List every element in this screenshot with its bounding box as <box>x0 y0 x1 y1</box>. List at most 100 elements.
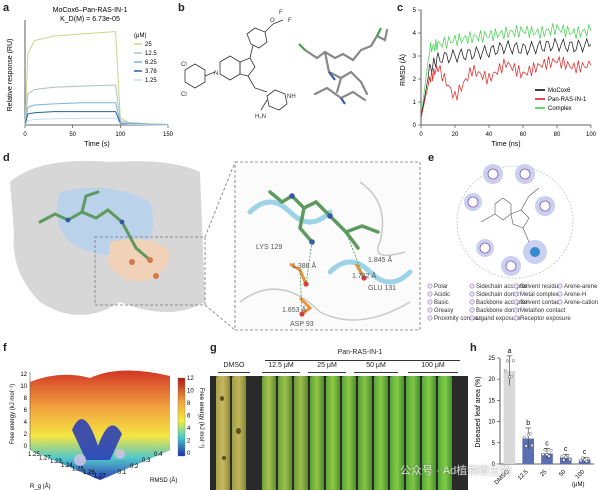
spr-kd: K_D(M) = 6.73e-05 <box>60 16 120 23</box>
free-energy-ztick: 8 <box>24 396 28 402</box>
svg-text:N: N <box>214 71 218 77</box>
rmsd-xtick: 60 <box>520 132 527 138</box>
rmsd-ytick: 1 <box>413 100 417 106</box>
rmsd-legend-entry: Pan-RAS-IN-1 <box>548 97 587 103</box>
rmsd-xtick: 0 <box>419 132 423 138</box>
colorbar-tick: 8 <box>187 401 191 407</box>
panel-label-a: a <box>3 2 10 14</box>
interaction-legend-entry: Arene-cation <box>564 300 598 306</box>
rmsd-series-1 <box>420 55 592 119</box>
interaction-legend-marker <box>513 299 519 305</box>
colorbar-tick: 6 <box>187 414 191 420</box>
significance-letter: c <box>545 440 549 447</box>
svg-text:H₂N: H₂N <box>255 114 266 120</box>
bar-datapoint <box>583 458 587 462</box>
rmsd-axis-tick: 0.4 <box>154 452 163 458</box>
bar-datapoint <box>566 454 570 458</box>
rg-label: R_g (Å) <box>30 483 51 490</box>
group-label-dmso: DMSO <box>223 362 245 369</box>
bar-datapoint <box>545 453 549 457</box>
interaction-legend-entry: Metal complex <box>520 292 559 298</box>
interaction-legend-marker <box>427 299 433 305</box>
rmsd-ytick: 2 <box>413 77 417 83</box>
bar-12.5 <box>522 438 535 464</box>
interaction-legend-entry: Receptor exposure <box>520 316 571 322</box>
bar-ytick: 25 <box>488 356 495 362</box>
bar-datapoint <box>587 457 591 461</box>
bar-datapoint <box>549 448 553 452</box>
spr-legend-entry: 25 <box>145 42 152 48</box>
spr-xtick: 0 <box>23 132 27 138</box>
spr-legend-entry: 1.25 <box>145 78 157 84</box>
rg-tick: 1.27 <box>39 456 51 462</box>
bar-datapoint <box>509 374 513 378</box>
interaction-legend-entry: Solvent contact <box>520 300 561 306</box>
interaction-legend-entry: Greasy <box>434 308 453 314</box>
bar-datapoint <box>511 359 515 363</box>
bar-25 <box>541 453 553 464</box>
bar-unit-label: (μM) <box>572 482 584 488</box>
bar-datapoint <box>530 443 534 447</box>
svg-text:F: F <box>288 18 292 24</box>
panel-label-h: h <box>470 342 477 354</box>
panel-label-c: c <box>397 2 404 14</box>
rmsd-xtick: 20 <box>452 132 459 138</box>
interaction-legend-entry: Arene-H <box>564 292 586 298</box>
bar-category-label: 50 <box>558 469 567 478</box>
rg-tick: 1.26 <box>83 470 95 476</box>
rmsd-axis-tick: 0.1 <box>118 470 127 476</box>
rg-tick: 1.25 <box>72 466 84 472</box>
distance-label-4: 1.388 Å <box>292 261 316 270</box>
spr-series-6.25 <box>24 102 169 126</box>
interaction-legend-marker <box>469 291 475 297</box>
bar-datapoint <box>581 456 585 460</box>
interaction-legend-entry: Ligand exposure <box>476 316 521 322</box>
spr-series-1.25 <box>24 117 169 126</box>
bar-ytick: 15 <box>488 398 495 404</box>
colorbar-tick: 4 <box>187 426 191 432</box>
rmsd-axis-tick: 0.2 <box>130 464 139 470</box>
interaction-legend-marker <box>427 315 433 321</box>
free-energy-ztick: 12 <box>20 372 27 378</box>
colorbar-label: Free energy (kJ mol⁻¹) <box>198 388 204 449</box>
spr-xtick: 100 <box>115 132 126 138</box>
rmsd-ylabel: RMSD (Å) <box>398 54 407 86</box>
bar-datapoint <box>505 359 509 363</box>
spr-legend-entry: 6.25 <box>145 60 157 66</box>
interaction-legend-entry: Backbone acceptor <box>476 300 527 306</box>
spr-xlabel: Time (s) <box>84 141 109 148</box>
svg-text:NH: NH <box>287 94 296 100</box>
interaction-legend-entry: Acidic <box>434 292 450 298</box>
bar-datapoint <box>503 369 507 373</box>
interaction-legend-marker <box>513 307 519 313</box>
interaction-legend-entry: Sidechain acceptor <box>476 284 527 290</box>
svg-text:Cl: Cl <box>181 62 187 68</box>
rmsd-legend-entry: Complex <box>548 106 572 112</box>
bar-ytick: 10 <box>488 420 495 426</box>
spr-legend-entry: 3.78 <box>145 69 157 75</box>
free-energy-ztick: 0 <box>24 444 28 450</box>
significance-letter: a <box>507 348 511 355</box>
colorbar-tick: 2 <box>187 439 191 445</box>
rmsd-chart: 0 1 2 3 4 5 0 20 40 60 80 100 Time (ns) RMSD (Å) M… <box>398 8 597 148</box>
spr-legend-title: (μM) <box>134 33 146 39</box>
rmsd-series-0 <box>420 37 592 119</box>
group-label-12-5: 12.5 μM <box>268 362 294 369</box>
rmsd-ytick: 3 <box>413 54 417 60</box>
leaf-assay-photo: Pan-RAS-IN-1 DMSO 12.5 μM 25 μM 50 μM 10… <box>210 342 468 490</box>
interaction-legend-entry: Metal/ion contact <box>520 308 566 314</box>
bar-datapoint <box>547 454 551 458</box>
bar-datapoint <box>560 455 564 459</box>
docking-figure: LYS 129 GLU 131 ASP 93 1.845 Å 1.722 Å 1… <box>10 160 421 331</box>
bar-datapoint <box>564 455 568 459</box>
panel-label-g: g <box>210 342 217 354</box>
spr-xtick: 150 <box>163 132 174 138</box>
distance-label-3: 1.653 Å <box>282 305 306 314</box>
free-energy-ztick: 4 <box>24 420 28 426</box>
watermark: 公众号 · Ad植物微生物 <box>400 465 512 477</box>
free-energy-ztick: 6 <box>24 408 28 414</box>
rmsd-ytick: 0 <box>413 123 417 129</box>
colorbar-tick: 10 <box>187 389 194 395</box>
bar-datapoint <box>541 452 545 456</box>
panel-label-f: f <box>3 342 7 354</box>
